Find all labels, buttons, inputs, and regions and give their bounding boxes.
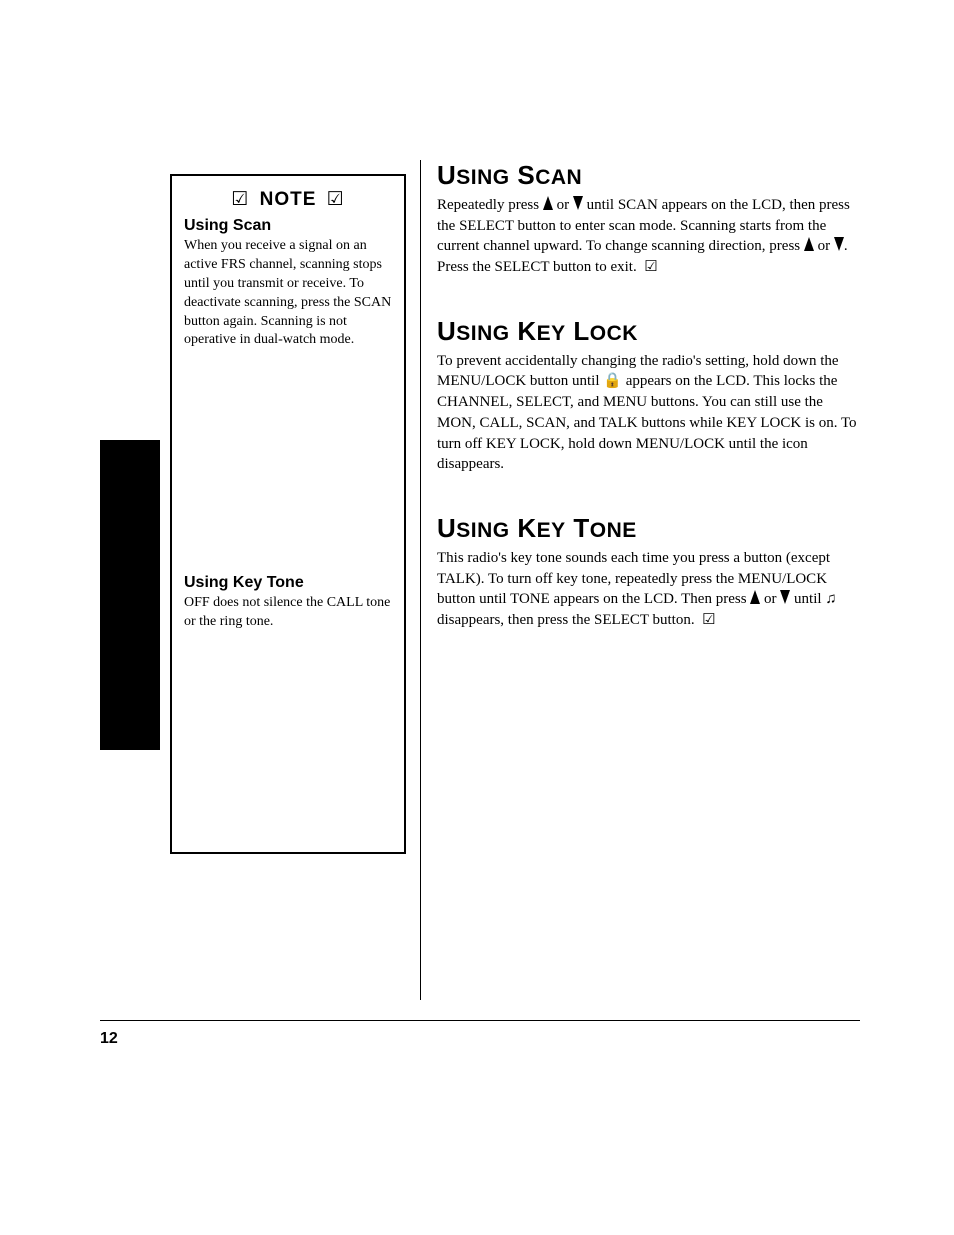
para-key-lock: To prevent accidentally changing the rad… bbox=[437, 351, 860, 475]
up-arrow-icon bbox=[543, 196, 553, 210]
check-icon: ☑ bbox=[327, 188, 345, 211]
note-subheading-scan: Using Scan bbox=[184, 217, 392, 235]
note-header: ☑ NOTE ☑ bbox=[184, 188, 392, 211]
page-number: 12 bbox=[100, 1030, 118, 1048]
note-body-keytone: OFF does not silence the CALL tone or th… bbox=[184, 594, 392, 632]
lock-icon: 🔒 bbox=[603, 373, 622, 389]
heading-using-scan: USING SCAN bbox=[437, 160, 860, 191]
footer-rule bbox=[100, 1020, 860, 1021]
side-tab bbox=[100, 440, 160, 750]
up-arrow-icon bbox=[804, 237, 814, 251]
para-scan: Repeatedly press or until SCAN appears o… bbox=[437, 195, 860, 278]
down-arrow-icon bbox=[834, 237, 844, 251]
heading-using-key-tone: USING KEY TONE bbox=[437, 513, 860, 544]
note-box: ☑ NOTE ☑ Using Scan When you receive a s… bbox=[170, 174, 406, 854]
note-subheading-keytone: Using Key Tone bbox=[184, 574, 392, 592]
check-icon: ☑ bbox=[231, 188, 249, 211]
down-arrow-icon bbox=[780, 590, 790, 604]
check-icon: ☑ bbox=[644, 259, 657, 275]
down-arrow-icon bbox=[573, 196, 583, 210]
para-key-tone: This radio's key tone sounds each time y… bbox=[437, 548, 860, 631]
page-content: ☑ NOTE ☑ Using Scan When you receive a s… bbox=[100, 160, 860, 1040]
music-note-icon: ♫ bbox=[825, 591, 836, 607]
heading-using-key-lock: USING KEY LOCK bbox=[437, 316, 860, 347]
main-column: USING SCAN Repeatedly press or until SCA… bbox=[420, 160, 860, 1000]
note-body-scan: When you receive a signal on an active F… bbox=[184, 237, 392, 350]
check-icon: ☑ bbox=[702, 612, 715, 628]
note-header-text: NOTE bbox=[260, 189, 317, 210]
up-arrow-icon bbox=[750, 590, 760, 604]
